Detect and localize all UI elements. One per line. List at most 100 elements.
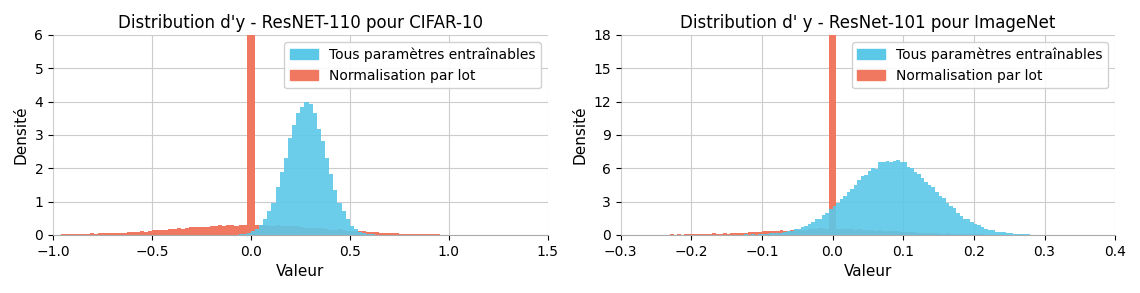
Bar <box>353 231 358 235</box>
Bar <box>1009 233 1012 235</box>
Bar <box>871 168 874 235</box>
Bar <box>938 196 942 235</box>
Bar <box>292 125 296 235</box>
Bar <box>1005 233 1009 235</box>
Bar <box>687 234 691 235</box>
Bar <box>893 231 896 235</box>
Bar <box>325 158 329 235</box>
Bar <box>243 225 246 235</box>
Bar <box>956 213 960 235</box>
Bar <box>967 219 970 235</box>
Bar <box>822 228 825 235</box>
Bar <box>677 234 681 235</box>
Bar <box>921 233 925 235</box>
Bar <box>259 225 263 235</box>
Bar <box>706 234 709 235</box>
Bar <box>312 228 317 235</box>
Bar <box>896 231 899 235</box>
Bar <box>953 208 956 235</box>
Bar <box>815 229 819 235</box>
Bar <box>363 231 366 235</box>
Bar <box>755 232 758 235</box>
Bar <box>974 234 977 235</box>
Bar <box>246 0 251 235</box>
Bar <box>773 231 776 235</box>
Bar <box>181 229 185 235</box>
Bar <box>815 219 819 235</box>
Bar <box>787 231 790 235</box>
Bar <box>921 178 925 235</box>
Bar <box>967 234 970 235</box>
Bar <box>844 229 847 235</box>
Bar <box>164 230 169 235</box>
Bar <box>765 234 770 235</box>
Bar <box>874 169 879 235</box>
Bar <box>95 234 98 235</box>
Bar <box>263 225 268 235</box>
Bar <box>296 113 300 235</box>
Bar <box>925 233 928 235</box>
Bar <box>762 231 765 235</box>
Bar <box>404 234 407 235</box>
Bar <box>726 234 730 235</box>
Bar <box>836 203 839 235</box>
Bar <box>296 226 300 235</box>
Bar <box>942 234 945 235</box>
Bar <box>329 230 333 235</box>
Bar <box>942 197 945 235</box>
Bar <box>342 230 345 235</box>
Bar <box>822 215 825 235</box>
Bar <box>345 231 350 235</box>
Bar <box>337 203 342 235</box>
Bar <box>963 234 967 235</box>
Bar <box>70 234 74 235</box>
X-axis label: Valeur: Valeur <box>844 264 893 279</box>
Bar <box>304 228 309 235</box>
Bar <box>366 234 370 235</box>
Bar <box>312 113 317 235</box>
Bar <box>874 231 879 235</box>
Bar <box>268 211 271 235</box>
Bar <box>268 226 271 235</box>
Bar <box>839 229 844 235</box>
Bar <box>358 231 363 235</box>
Bar <box>694 234 699 235</box>
Bar <box>246 233 251 235</box>
Bar <box>896 160 899 235</box>
Bar <box>202 226 205 235</box>
Bar <box>222 226 226 235</box>
Bar <box>177 228 181 235</box>
Bar <box>762 234 765 235</box>
Bar <box>226 225 230 235</box>
Bar <box>832 0 836 235</box>
Bar <box>449 234 453 235</box>
Bar <box>62 234 65 235</box>
Bar <box>148 231 152 235</box>
Bar <box>288 138 292 235</box>
Bar <box>808 229 812 235</box>
Bar <box>970 222 974 235</box>
Bar <box>437 234 440 235</box>
Bar <box>300 107 304 235</box>
Bar <box>770 231 773 235</box>
Bar <box>337 229 342 235</box>
Bar <box>977 225 980 235</box>
Bar <box>255 229 259 235</box>
Bar <box>172 229 177 235</box>
Bar <box>391 233 396 235</box>
Bar <box>317 129 321 235</box>
Bar <box>276 225 279 235</box>
Bar <box>1027 234 1031 235</box>
Bar <box>416 234 420 235</box>
Bar <box>333 230 337 235</box>
Bar <box>800 227 805 235</box>
Bar <box>882 231 886 235</box>
Bar <box>321 141 325 235</box>
Bar <box>854 185 857 235</box>
Bar <box>808 224 812 235</box>
Bar <box>699 234 702 235</box>
Y-axis label: Densité: Densité <box>572 105 587 164</box>
Legend: Tous paramètres entraînables, Normalisation par lot: Tous paramètres entraînables, Normalisat… <box>284 42 540 88</box>
Bar <box>889 162 893 235</box>
Bar <box>985 229 988 235</box>
